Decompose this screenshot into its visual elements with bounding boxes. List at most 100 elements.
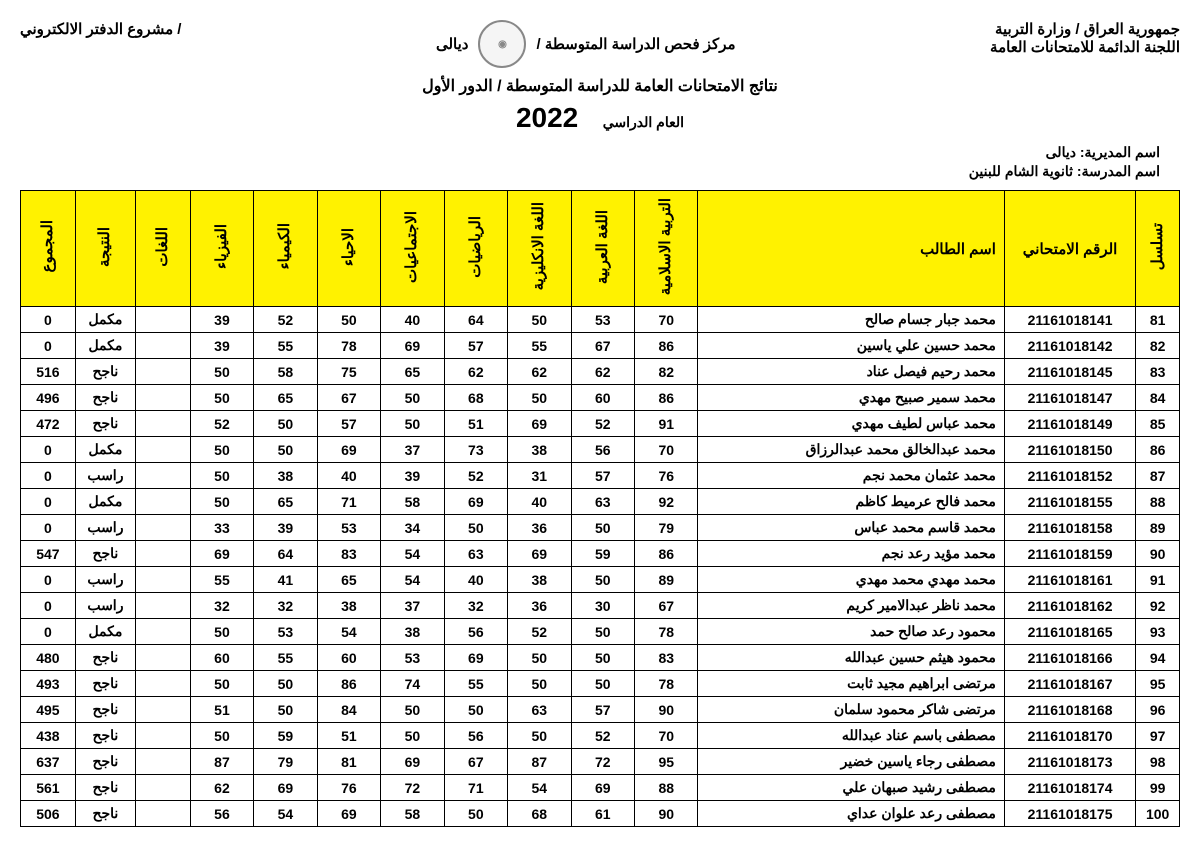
cell-phys: 52 [190, 411, 253, 437]
cell-phys: 60 [190, 645, 253, 671]
cell-total: 472 [21, 411, 76, 437]
cell-islamic: 67 [635, 593, 698, 619]
cell-arabic: 59 [571, 541, 634, 567]
cell-bio: 69 [317, 437, 380, 463]
cell-total: 0 [21, 593, 76, 619]
cell-math: 50 [444, 515, 507, 541]
cell-english: 69 [508, 541, 571, 567]
cell-math: 50 [444, 697, 507, 723]
cell-bio: 54 [317, 619, 380, 645]
header-center: مركز فحص الدراسة المتوسطة / ◉ ديالى [436, 20, 736, 68]
cell-result: ناجح [75, 723, 135, 749]
cell-name: محمد حسين علي ياسين [698, 333, 1004, 359]
cell-social: 40 [381, 307, 444, 333]
cell-chem: 52 [254, 307, 317, 333]
cell-english: 36 [508, 515, 571, 541]
cell-math: 64 [444, 307, 507, 333]
cell-total: 547 [21, 541, 76, 567]
cell-math: 55 [444, 671, 507, 697]
cell-arabic: 53 [571, 307, 634, 333]
cell-seq: 85 [1136, 411, 1180, 437]
cell-result: راسب [75, 463, 135, 489]
cell-arabic: 50 [571, 645, 634, 671]
cell-result: مكمل [75, 489, 135, 515]
cell-seq: 94 [1136, 645, 1180, 671]
seal-icon: ◉ [478, 20, 526, 68]
cell-math: 63 [444, 541, 507, 567]
cell-islamic: 88 [635, 775, 698, 801]
cell-english: 63 [508, 697, 571, 723]
cell-social: 69 [381, 749, 444, 775]
cell-lang [136, 671, 191, 697]
header-left: / مشروع الدفتر الالكتروني [20, 20, 181, 38]
col-exam-no: الرقم الامتحاني [1004, 191, 1135, 307]
cell-exam: 21161018173 [1004, 749, 1135, 775]
cell-arabic: 50 [571, 567, 634, 593]
school-value: ثانوية الشام للبنين [969, 163, 1073, 179]
cell-name: محمد مهدي محمد مهدي [698, 567, 1004, 593]
cell-math: 71 [444, 775, 507, 801]
cell-name: محمود رعد صالح حمد [698, 619, 1004, 645]
cell-total: 0 [21, 463, 76, 489]
committee-line: اللجنة الدائمة للامتحانات العامة [990, 38, 1180, 56]
cell-islamic: 86 [635, 385, 698, 411]
table-row: 9921161018174مصطفى رشيد صبهان علي8869547… [21, 775, 1180, 801]
cell-seq: 86 [1136, 437, 1180, 463]
cell-arabic: 69 [571, 775, 634, 801]
cell-english: 62 [508, 359, 571, 385]
cell-name: مصطفى رشيد صبهان علي [698, 775, 1004, 801]
table-row: 9121161018161محمد مهدي محمد مهدي89503840… [21, 567, 1180, 593]
cell-exam: 21161018166 [1004, 645, 1135, 671]
table-row: 8121161018141محمد جبار جسام صالح70535064… [21, 307, 1180, 333]
cell-social: 69 [381, 333, 444, 359]
cell-result: راسب [75, 567, 135, 593]
cell-total: 0 [21, 437, 76, 463]
results-table: تسلسل الرقم الامتحاني اسم الطالب التربية… [20, 190, 1180, 827]
cell-result: راسب [75, 515, 135, 541]
cell-chem: 50 [254, 411, 317, 437]
cell-exam: 21161018174 [1004, 775, 1135, 801]
cell-seq: 98 [1136, 749, 1180, 775]
cell-name: محمد سمير صبيح مهدي [698, 385, 1004, 411]
cell-phys: 39 [190, 333, 253, 359]
cell-arabic: 52 [571, 411, 634, 437]
cell-exam: 21161018142 [1004, 333, 1135, 359]
school-line: اسم المدرسة: ثانوية الشام للبنين [40, 163, 1160, 180]
cell-total: 0 [21, 619, 76, 645]
cell-phys: 50 [190, 723, 253, 749]
cell-chem: 79 [254, 749, 317, 775]
cell-name: محمد عثمان محمد نجم [698, 463, 1004, 489]
cell-seq: 93 [1136, 619, 1180, 645]
table-row: 9021161018159محمد مؤيد رعد نجم8659696354… [21, 541, 1180, 567]
cell-exam: 21161018162 [1004, 593, 1135, 619]
cell-phys: 50 [190, 489, 253, 515]
cell-lang [136, 437, 191, 463]
cell-lang [136, 515, 191, 541]
cell-arabic: 56 [571, 437, 634, 463]
cell-math: 69 [444, 645, 507, 671]
cell-arabic: 50 [571, 671, 634, 697]
cell-result: ناجح [75, 749, 135, 775]
cell-chem: 39 [254, 515, 317, 541]
cell-chem: 50 [254, 697, 317, 723]
cell-exam: 21161018167 [1004, 671, 1135, 697]
cell-phys: 50 [190, 463, 253, 489]
cell-result: ناجح [75, 645, 135, 671]
cell-arabic: 57 [571, 463, 634, 489]
cell-phys: 32 [190, 593, 253, 619]
results-body: 8121161018141محمد جبار جسام صالح70535064… [21, 307, 1180, 827]
cell-lang [136, 463, 191, 489]
table-row: 9421161018166محمود هيثم حسين عبدالله8350… [21, 645, 1180, 671]
cell-chem: 53 [254, 619, 317, 645]
cell-seq: 88 [1136, 489, 1180, 515]
cell-lang [136, 333, 191, 359]
cell-english: 68 [508, 801, 571, 827]
cell-result: ناجح [75, 359, 135, 385]
cell-result: ناجح [75, 775, 135, 801]
cell-english: 50 [508, 723, 571, 749]
cell-phys: 87 [190, 749, 253, 775]
cell-islamic: 86 [635, 333, 698, 359]
cell-islamic: 78 [635, 619, 698, 645]
cell-social: 58 [381, 489, 444, 515]
cell-exam: 21161018159 [1004, 541, 1135, 567]
